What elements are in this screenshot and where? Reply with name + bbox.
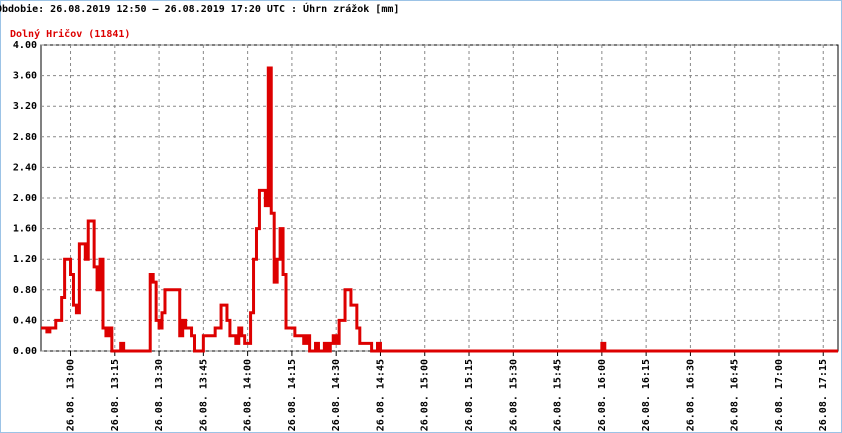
y-tick-label: 3.60 [13, 71, 37, 82]
x-tick-label: 26.08. 13:30 [154, 359, 165, 431]
x-tick-label: 26.08. 16:45 [730, 359, 741, 431]
x-tick-label: 26.08. 16:30 [685, 359, 696, 431]
y-tick-label: 2.80 [13, 132, 37, 143]
x-tick-label: 26.08. 13:15 [110, 359, 121, 431]
y-tick-label: 0.80 [13, 285, 37, 296]
y-tick-label: 3.20 [13, 101, 37, 112]
x-tick-label: 26.08. 14:30 [331, 359, 342, 431]
x-tick-label: 26.08. 15:45 [553, 359, 564, 431]
x-tick-label: 26.08. 13:00 [66, 359, 77, 431]
x-tick-label: 26.08. 17:00 [774, 359, 785, 431]
x-tick-label: 26.08. 15:00 [420, 359, 431, 431]
y-tick-label: 2.40 [13, 162, 37, 173]
legend-entry: Dolný Hričov (11841) [10, 28, 130, 40]
x-tick-label: 26.08. 13:45 [198, 359, 209, 431]
x-tick-label: 26.08. 15:30 [508, 359, 519, 431]
data-line [41, 66, 838, 353]
y-tick-label: 4.00 [13, 40, 37, 51]
y-tick-label: 2.00 [13, 193, 37, 204]
y-tick-label: 0.00 [13, 346, 37, 357]
x-tick-label: 26.08. 15:15 [464, 359, 475, 431]
y-tick-label: 1.60 [13, 224, 37, 235]
y-tick-label: 1.20 [13, 254, 37, 265]
x-tick-label: 26.08. 14:15 [287, 359, 298, 431]
chart-title: Obdobie: 26.08.2019 12:50 – 26.08.2019 1… [0, 2, 399, 15]
y-tick-label: 0.40 [13, 315, 37, 326]
x-tick-label: 26.08. 14:45 [375, 359, 386, 431]
x-tick-label: 26.08. 16:15 [641, 359, 652, 431]
x-tick-label: 26.08. 16:00 [597, 359, 608, 431]
x-tick-label: 26.08. 14:00 [243, 359, 254, 431]
x-tick-label: 26.08. 17:15 [818, 359, 829, 431]
